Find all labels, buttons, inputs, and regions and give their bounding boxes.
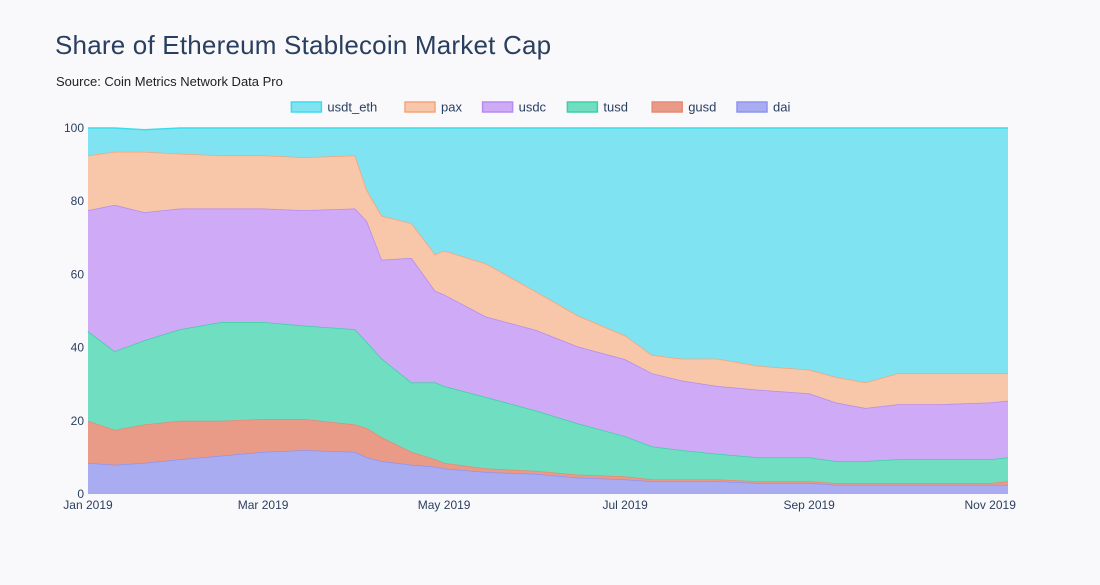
area-tusd	[88, 322, 1008, 483]
legend-swatch	[404, 101, 436, 113]
line-usdt_eth	[88, 127, 1008, 131]
legend-item-gusd[interactable]: gusd	[651, 100, 716, 115]
legend-item-pax[interactable]: pax	[404, 100, 462, 115]
y-axis: 0 20 40 60 80 100	[64, 121, 84, 501]
area-gusd	[88, 419, 1008, 485]
legend-swatch	[651, 101, 683, 113]
x-tick-label: Jan 2019	[63, 498, 113, 512]
x-tick-label: Nov 2019	[965, 498, 1017, 512]
area-pax	[88, 151, 1008, 409]
legend-item-tusd[interactable]: tusd	[566, 100, 628, 115]
x-tick-label: May 2019	[418, 498, 471, 512]
legend-label: tusd	[603, 100, 628, 115]
x-tick-label: Mar 2019	[238, 498, 289, 512]
legend-label: usdt_eth	[327, 100, 377, 115]
legend-item-dai[interactable]: dai	[736, 100, 790, 115]
area-usdc	[88, 204, 1008, 462]
legend-swatch	[736, 101, 768, 113]
legend-label: pax	[441, 100, 462, 115]
y-tick-label: 20	[71, 414, 85, 428]
chart-subtitle: Source: Coin Metrics Network Data Pro	[56, 74, 283, 89]
plot-area	[87, 127, 1009, 494]
chart-title: Share of Ethereum Stablecoin Market Cap	[55, 30, 552, 60]
legend-label: dai	[773, 100, 790, 115]
legend-item-usdc[interactable]: usdc	[481, 100, 547, 115]
legend-swatch	[290, 101, 323, 113]
legend-swatch	[566, 101, 599, 113]
legend-swatch	[481, 101, 514, 113]
x-axis: Jan 2019 Mar 2019 May 2019 Jul 2019 Sep 2019…	[63, 498, 1016, 512]
area-usdt_eth	[88, 128, 1008, 383]
legend: usdt_eth pax usdc tusd gusd dai	[290, 100, 790, 115]
y-tick-label: 80	[71, 194, 85, 208]
y-tick-label: 100	[64, 121, 84, 135]
legend-label: usdc	[519, 100, 547, 115]
legend-label: gusd	[688, 100, 716, 115]
y-tick-label: 40	[71, 341, 85, 355]
y-tick-label: 60	[71, 267, 85, 281]
legend-item-usdt_eth[interactable]: usdt_eth	[290, 100, 377, 115]
x-tick-label: Sep 2019	[783, 498, 835, 512]
x-tick-label: Jul 2019	[602, 498, 648, 512]
y-tick-label: 0	[77, 487, 84, 501]
